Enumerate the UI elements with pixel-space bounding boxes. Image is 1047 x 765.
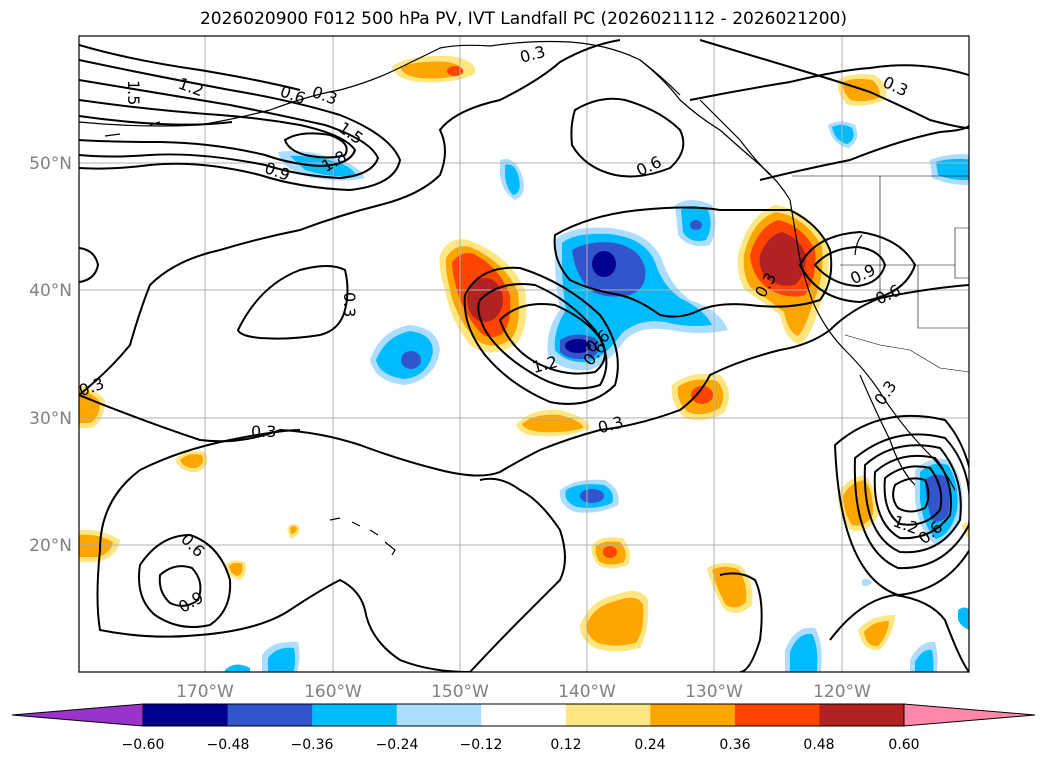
colorbar-segment <box>481 704 567 726</box>
lat-label: 50°N <box>29 154 72 174</box>
colorbar-tick-label: 0.24 <box>634 737 665 753</box>
pv-filled-contours <box>79 55 969 672</box>
colorbar-segment <box>227 704 313 726</box>
map-frame <box>78 35 970 673</box>
colorbar-segment <box>396 704 482 726</box>
contour-label: 0.3 <box>76 374 106 401</box>
lon-label: 170°W <box>176 682 234 702</box>
contour-label: 1.2 <box>530 352 560 377</box>
colorbar-segment <box>734 704 820 726</box>
contour-label: 0.6 <box>872 281 903 309</box>
colorbar-tick-label: −0.24 <box>376 737 419 753</box>
colorbar-tick-label: −0.36 <box>291 737 334 753</box>
lon-label: 140°W <box>558 682 616 702</box>
longitude-labels: 170°W 160°W 150°W 140°W 130°W 120°W <box>176 682 871 702</box>
colorbar-segments <box>11 703 1036 727</box>
colorbar-segment <box>565 704 651 726</box>
contour-label: 0.6 <box>177 529 208 560</box>
contour-label: 0.3 <box>340 292 359 317</box>
colorbar-tick-label: −0.48 <box>207 737 250 753</box>
lon-label: 130°W <box>685 682 743 702</box>
map-title: 2026020900 F012 500 hPa PV, IVT Landfall… <box>199 9 847 29</box>
colorbar-segment <box>143 704 229 726</box>
lat-label: 30°N <box>29 409 72 429</box>
colorbar-tick-label: −0.60 <box>122 737 165 753</box>
colorbar-segment <box>650 704 736 726</box>
colorbar-tick-label: 0.36 <box>719 737 750 753</box>
colorbar-frame <box>142 703 905 727</box>
latitude-labels: 50°N 40°N 30°N 20°N <box>29 154 72 556</box>
map-area: 1.5 1.2 0.6 0.3 1.5 1.8 0.9 0.3 0.6 0.3 … <box>76 36 969 672</box>
lat-label: 20°N <box>29 536 72 556</box>
political-borders <box>792 175 969 373</box>
colorbar: −0.60 −0.48 −0.36 −0.24 −0.12 0.12 0.24 … <box>11 703 1036 753</box>
colorbar-segment <box>312 704 398 726</box>
contour-label: 0.9 <box>175 587 207 616</box>
lat-label: 40°N <box>29 281 72 301</box>
contour-label: 1.5 <box>124 80 143 105</box>
colorbar-tick-label: 0.12 <box>550 737 581 753</box>
graticule <box>79 36 969 672</box>
colorbar-extend-min <box>11 703 144 727</box>
colorbar-tick-label: 0.48 <box>803 737 834 753</box>
contour-label: 0.3 <box>596 412 626 437</box>
contour-label: 0.3 <box>251 422 276 441</box>
colorbar-tick-label: −0.12 <box>460 737 503 753</box>
colorbar-ticks: −0.60 −0.48 −0.36 −0.24 −0.12 0.12 0.24 … <box>122 737 920 753</box>
lon-label: 120°W <box>813 682 871 702</box>
colorbar-tick-label: 0.60 <box>888 737 919 753</box>
lon-label: 150°W <box>431 682 489 702</box>
colorbar-segment <box>819 704 905 726</box>
contour-label: 0.9 <box>847 260 878 288</box>
colorbar-extend-max <box>903 703 1036 727</box>
lon-label: 160°W <box>304 682 362 702</box>
contour-label: 1.5 <box>335 118 367 148</box>
contour-label: 0.3 <box>870 377 900 409</box>
contour-label: 0.3 <box>518 42 548 67</box>
contour-label: 0.3 <box>310 82 340 109</box>
